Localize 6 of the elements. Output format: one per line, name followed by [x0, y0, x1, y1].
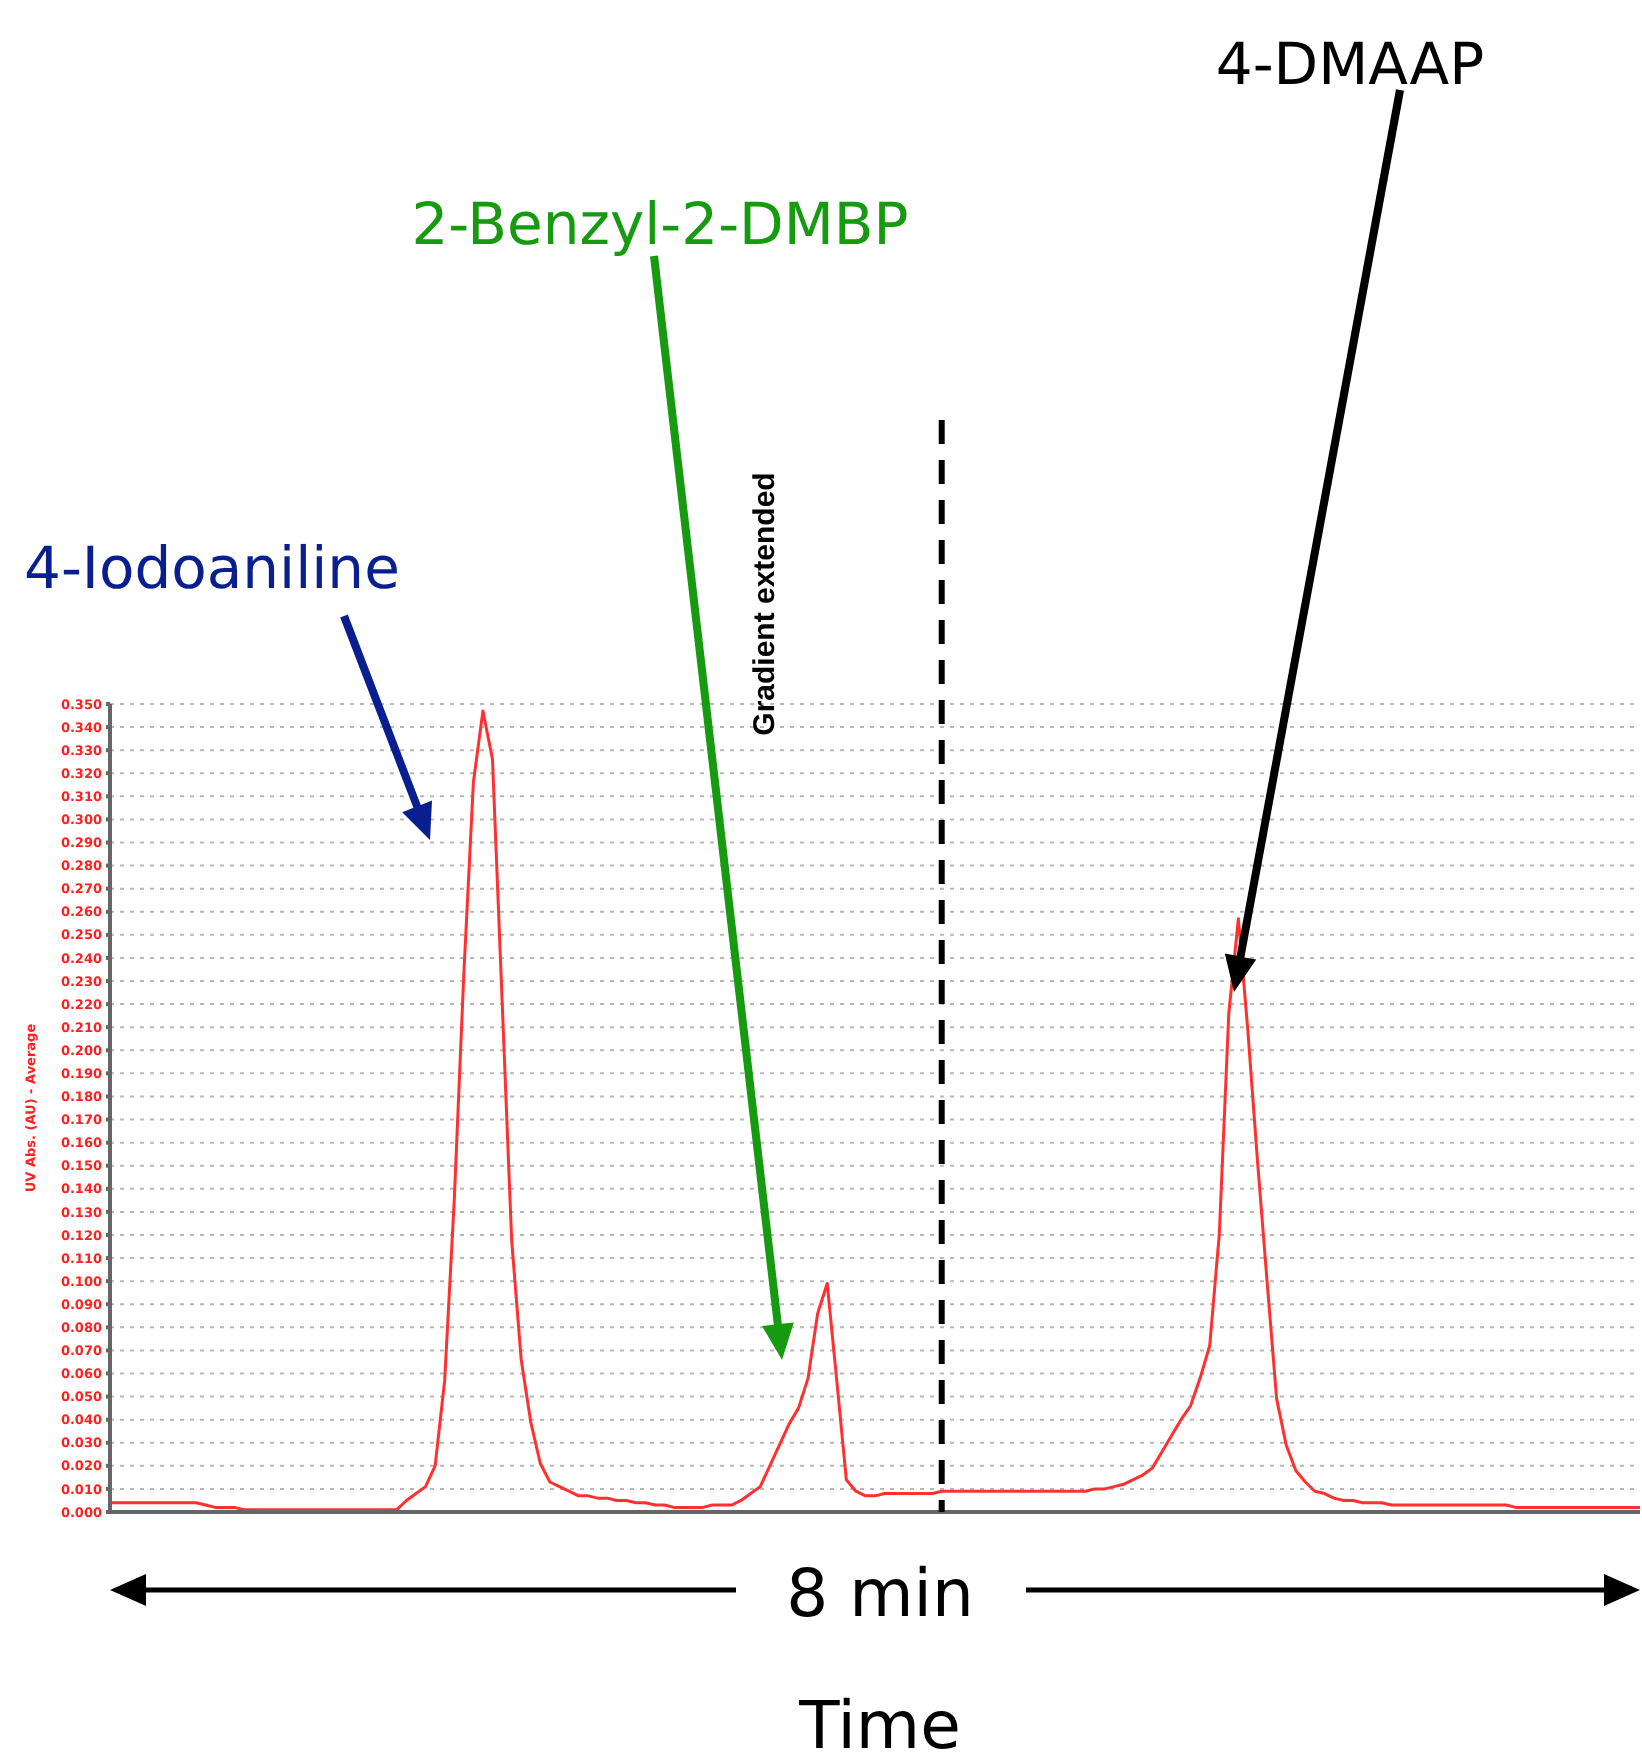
text: 8 min [786, 1554, 974, 1632]
text: 4-DMAAP [1215, 30, 1485, 98]
x-axis-title: Time [797, 1686, 961, 1758]
annotation: Gradient extended [747, 472, 782, 736]
text: 4-Iodoaniline [24, 534, 400, 602]
text: 2-Benzyl-2-DMBP [411, 190, 909, 258]
